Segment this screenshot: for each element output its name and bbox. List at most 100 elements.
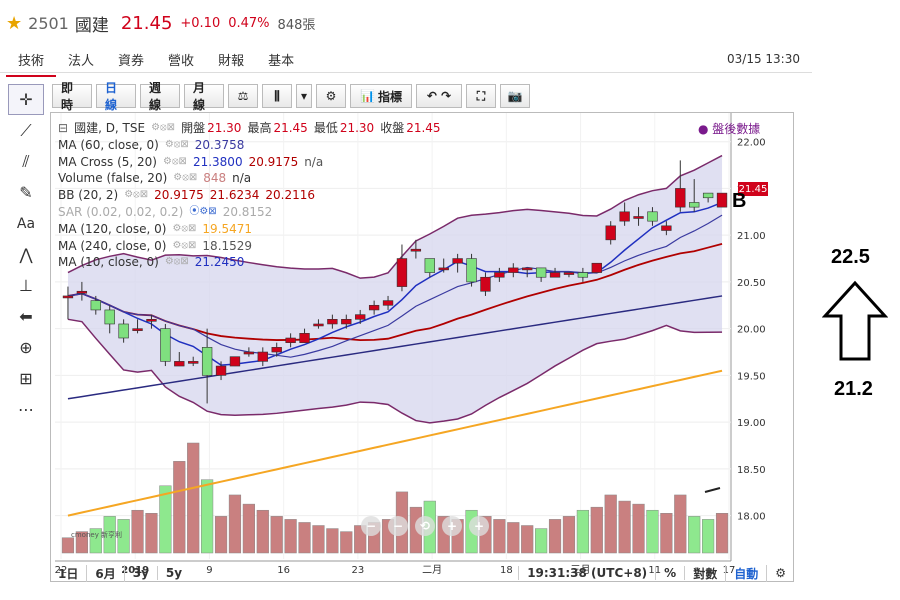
header-divider [0,72,812,73]
chart-type-icon[interactable]: ⫼ [262,84,292,108]
legend-close-label: 收盤 [380,121,405,135]
x-tick-label: 16 [277,565,290,576]
volume-bar [340,531,353,554]
interval-monthly-button[interactable]: 月線 [184,81,224,112]
volume-bar [590,506,603,554]
auto-scale-button[interactable]: 自動 [726,564,768,582]
legend-controls-icon[interactable]: ⚙⦻⊠ [151,122,176,133]
range-1d-button[interactable]: 1日 [50,564,88,582]
range-6m-button[interactable]: 6月 [87,564,125,582]
zoom-control-glyph: + [474,519,484,533]
volume-bar [493,519,506,554]
more-icon[interactable]: ⋯ [18,400,34,419]
zoom-control [442,516,462,536]
percent-scale-button[interactable]: % [656,566,686,580]
tab-margin[interactable]: 資券 [118,54,145,69]
legend-ma120: MA (120, close, 0) ⚙⦻⊠ 19.5471 [58,221,441,238]
candle-body [132,328,143,331]
y-axis-panel [731,113,793,561]
after-hours-data-label[interactable]: ● 盤後數據 [698,122,761,136]
x-tick-label: 二月 [422,564,442,576]
volume-bar [242,503,255,554]
ma120-controls-icon[interactable]: ⚙⦻⊠ [172,222,197,234]
crosshair-icon[interactable]: ✛ [8,84,44,115]
ma60-value: 20.3758 [194,137,245,152]
price-change-percent: 0.47% [228,15,270,31]
candle-body [647,211,658,222]
interval-daily-button[interactable]: 日線 [96,81,136,112]
volume-bar [548,519,562,554]
indicator-icon: 📊 [360,89,375,103]
favorite-star-icon[interactable]: ★ [6,12,23,34]
bollinger-lower-line [67,318,723,424]
clock-time: 19:31:38 (UTC+8) [518,566,657,580]
ma120-value: 19.5471 [202,221,253,236]
price-change: +0.10 [180,15,221,31]
chart-toolbar: 即時 日線 週線 月線 ⚖ ⫼ ▾ ⚙ 📊 指標 ↶ ↷ ⛶ 📷 [52,81,530,112]
ma60-controls-icon[interactable]: ⚙⦻⊠ [164,138,189,150]
macross-v2: 20.9175 [248,154,299,169]
volume-bar [604,494,617,554]
ma10-controls-icon[interactable]: ⚙⦻⊠ [164,256,189,268]
ma240-controls-icon[interactable]: ⚙⦻⊠ [172,239,197,251]
x-tick-label: 17 [723,565,736,576]
trend-line-icon[interactable]: ⟋ [20,120,32,140]
candle-body [174,361,185,367]
tab-institutional[interactable]: 法人 [68,54,95,69]
volume-bar [131,509,144,554]
indicator-button[interactable]: 📊 指標 [350,84,412,108]
legend-volume: Volume (false, 20) ⚙⦻⊠ 848 n/a [58,170,441,187]
bb-controls-icon[interactable]: ⚙⦻⊠ [124,189,149,201]
pattern-icon[interactable]: ⋀ [19,245,33,264]
scale-settings-gear-icon[interactable]: ⚙ [775,566,786,580]
volume-controls-icon[interactable]: ⚙⦻⊠ [173,172,198,184]
volume-bar [660,513,673,554]
fibonacci-icon[interactable]: ⫽ [22,151,30,171]
tab-technical[interactable]: 技術 [6,46,57,77]
tab-basic[interactable]: 基本 [268,54,295,69]
brush-icon[interactable]: ✎ [19,183,33,202]
quote-datetime: 03/15 13:30 [727,52,800,66]
candle-body [90,300,101,311]
volume-bar [173,461,186,554]
volume-bar [632,503,645,554]
volume-bar [354,525,367,554]
tab-revenue[interactable]: 營收 [168,54,195,69]
zoom-control [469,516,489,536]
chart-container[interactable]: 22.0021.5021.0020.5020.0019.5019.0018.50… [50,112,794,582]
text-tool-icon[interactable]: Aa [16,215,36,232]
volume-bar [187,442,200,554]
price-chart[interactable]: 22.0021.5021.0020.5020.0019.5019.0018.50… [51,113,793,581]
range-5y-button[interactable]: 5y [165,566,183,580]
y-tick-label: 22.00 [737,138,766,149]
log-scale-button[interactable]: 對數 [685,564,727,582]
settings-gear-icon[interactable]: ⚙ [316,84,346,108]
x-tick-label: 11 [648,565,661,576]
legend-bb: BB (20, 2) ⚙⦻⊠ 20.9175 21.6234 20.2116 [58,187,441,204]
annotation-target-high: 22.5 [831,246,870,268]
x-tick-label: 9 [206,565,212,576]
volume-bar [89,528,102,554]
candle-body [633,216,644,219]
tab-financials[interactable]: 財報 [218,54,245,69]
zoom-icon[interactable]: ⊕ [19,338,33,357]
macross-controls-icon[interactable]: ⚙⦻⊠ [162,155,187,167]
screenshot-camera-icon[interactable]: 📷 [500,84,530,108]
ma60-label: MA (60, close, 0) [58,137,159,152]
interval-realtime-button[interactable]: 即時 [52,81,92,112]
undo-redo-icon[interactable]: ↶ ↷ [416,84,462,108]
interval-weekly-button[interactable]: 週線 [140,81,180,112]
volume-label: Volume (false, 20) [58,171,168,186]
x-tick-label: 2019 [121,565,149,576]
compare-icon[interactable]: ⚖ [228,84,258,108]
chart-type-dropdown-icon[interactable]: ▾ [296,84,312,108]
stock-price: 21.45 [120,12,173,34]
legend-collapse-icon[interactable]: ⊟ [58,121,69,135]
gann-icon[interactable]: ⊥ [19,276,33,295]
arrow-left-icon[interactable]: ⬅ [19,307,33,326]
measure-icon[interactable]: ⊞ [19,369,33,388]
fullscreen-icon[interactable]: ⛶ [466,84,496,108]
range-3y-button[interactable]: 3y [125,566,158,580]
sar-controls-icon[interactable]: ⦿⚙⊠ [189,205,217,217]
y-tick-label: 21.00 [737,231,766,242]
